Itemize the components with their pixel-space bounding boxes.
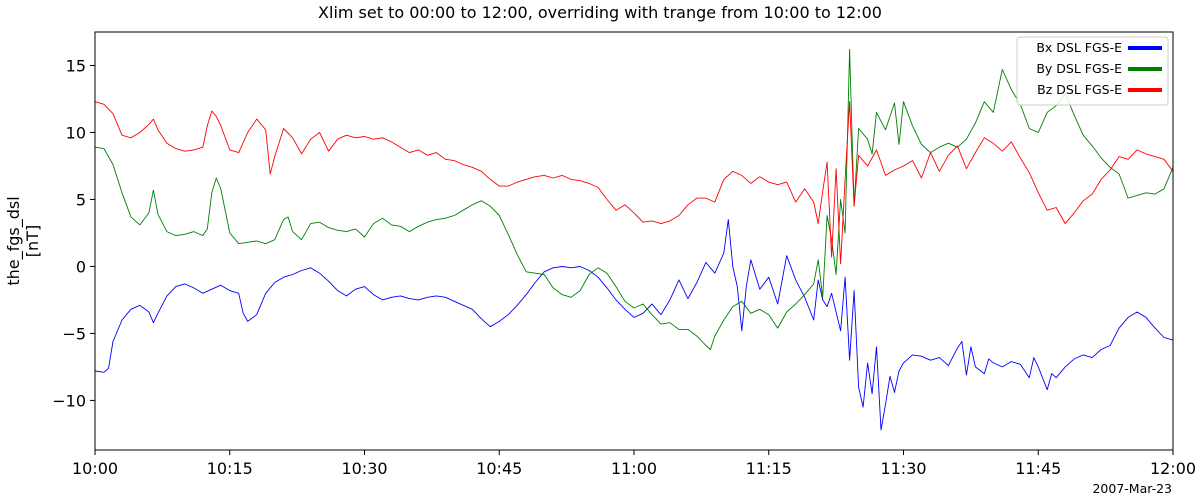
y-tick-label: −5: [62, 324, 86, 343]
x-tick-label: 10:00: [72, 459, 118, 478]
y-tick-label: −10: [52, 391, 86, 410]
legend-label: Bx DSL FGS-E: [1036, 40, 1122, 55]
y-tick-label: 5: [76, 190, 86, 209]
y-axis-label-line-1: the_fgs_dsl: [4, 196, 24, 285]
x-tick-label: 10:45: [476, 459, 522, 478]
plot-area: [94, 48, 1174, 431]
y-axis: −10 −5 0 5 10 15: [52, 56, 95, 410]
x-tick-label: 11:00: [611, 459, 657, 478]
x-tick-label: 10:30: [341, 459, 387, 478]
legend-label: By DSL FGS-E: [1036, 61, 1122, 76]
series-line-bz: [94, 101, 1174, 265]
y-axis-label-line-2: [nT]: [23, 225, 42, 257]
y-tick-label: 0: [76, 257, 86, 276]
x-tick-label: 11:15: [746, 459, 792, 478]
y-tick-label: 15: [66, 56, 86, 75]
x-tick-label: 11:30: [880, 459, 926, 478]
y-tick-label: 10: [66, 123, 86, 142]
legend-label: Bz DSL FGS-E: [1037, 82, 1122, 97]
date-label: 2007-Mar-23: [1092, 481, 1172, 496]
x-tick-label: 10:15: [207, 459, 253, 478]
series-line-by: [94, 48, 1174, 350]
chart-title: Xlim set to 00:00 to 12:00, overriding w…: [318, 3, 882, 22]
x-tick-label: 12:00: [1150, 459, 1196, 478]
series-line-bx: [94, 219, 1174, 431]
x-axis: 10:00 10:15 10:30 10:45 11:00 11:15 11:30 11:45…: [72, 450, 1196, 478]
x-tick-label: 11:45: [1015, 459, 1061, 478]
legend: Bx DSL FGS-E By DSL FGS-E Bz DSL FGS-E: [1016, 36, 1169, 106]
